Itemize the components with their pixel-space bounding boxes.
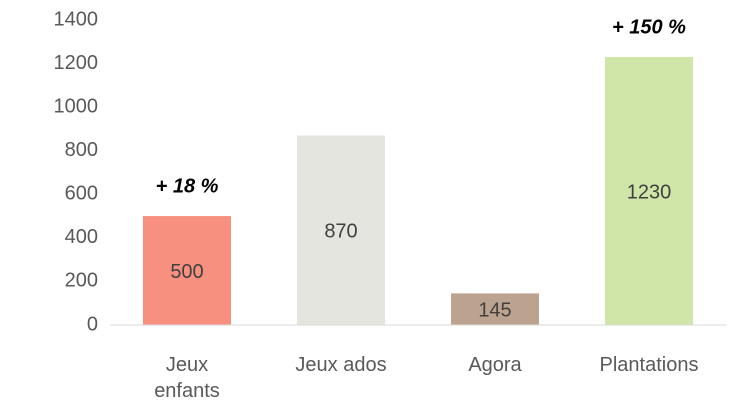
bar	[143, 216, 231, 325]
value-label: 500	[170, 261, 203, 283]
annotation: + 150 %	[612, 16, 686, 38]
y-tick-label: 200	[65, 270, 98, 292]
y-tick-label: 1200	[54, 52, 99, 74]
y-tick-label: 400	[65, 226, 98, 248]
value-label: 1230	[627, 181, 672, 203]
annotation: + 18 %	[156, 175, 219, 197]
x-tick-label: Agora	[468, 354, 522, 376]
bar	[297, 135, 385, 325]
y-tick-label: 1400	[54, 8, 99, 30]
y-tick-label: 1000	[54, 95, 99, 117]
y-tick-label: 0	[87, 313, 98, 335]
y-tick-label: 600	[65, 183, 98, 205]
value-label: 870	[324, 221, 357, 243]
bar	[605, 57, 693, 326]
x-tick-label: Plantations	[599, 354, 699, 376]
y-tick-label: 800	[65, 139, 98, 161]
bar	[451, 293, 539, 325]
x-tick-label: Jeux ados	[295, 354, 387, 376]
value-label: 145	[478, 299, 511, 321]
x-tick-label: Jeux enfants	[154, 354, 220, 402]
